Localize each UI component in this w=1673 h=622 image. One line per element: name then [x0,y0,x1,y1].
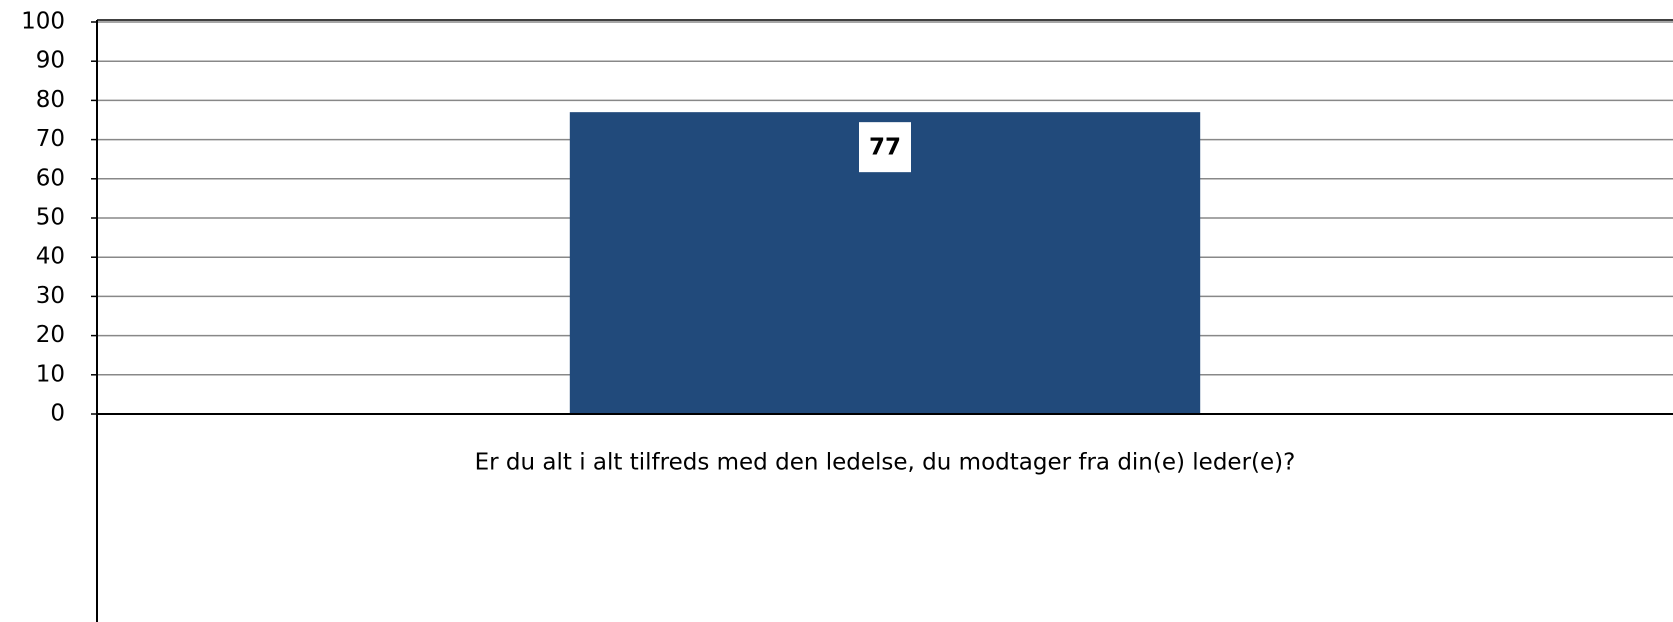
y-tick-label: 80 [36,87,65,113]
y-tick-label: 70 [36,126,65,152]
y-tick-label: 50 [36,205,65,231]
y-tick-label: 30 [36,283,65,309]
value-label: 77 [869,135,901,161]
y-tick-label: 20 [36,322,65,348]
y-tick-label: 60 [36,165,65,191]
y-tick-label: 10 [36,361,65,387]
y-tick-label: 100 [21,9,65,35]
y-tick-label: 0 [50,401,65,427]
x-tick-label: Er du alt i alt tilfreds med den ledelse… [475,450,1296,476]
value-label-box [859,122,911,173]
y-tick-label: 90 [36,48,65,74]
y-tick-label: 40 [36,244,65,270]
